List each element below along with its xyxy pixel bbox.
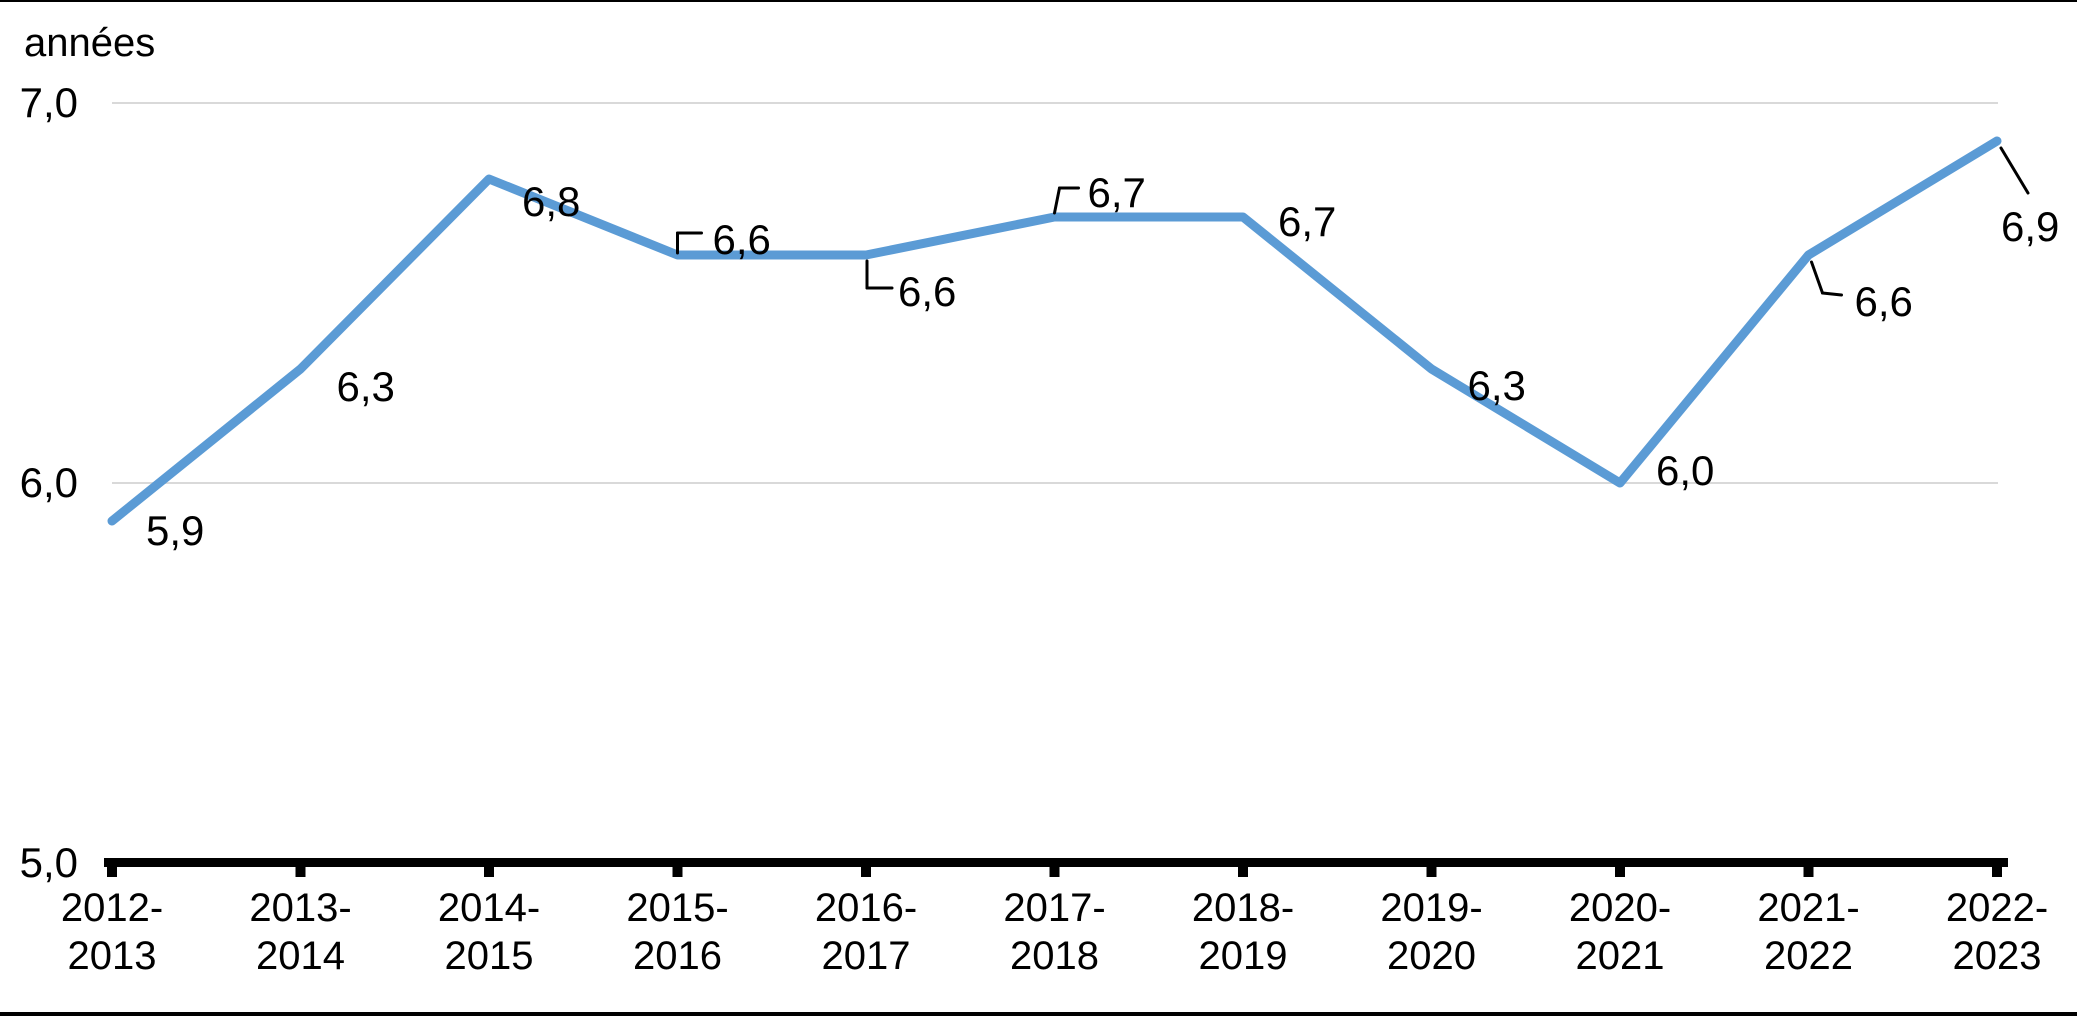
data-label-leader-line — [1810, 260, 1824, 295]
data-label-leader-line — [1821, 291, 1843, 297]
x-axis-tick — [1803, 858, 1814, 877]
data-label-leader-line — [1053, 186, 1061, 215]
x-axis-tick — [484, 858, 494, 877]
x-axis-tick — [295, 858, 306, 877]
x-axis-tick — [1049, 858, 1060, 877]
x-axis-tick — [1615, 858, 1625, 877]
data-series-line — [107, 136, 2002, 526]
x-axis-tick — [861, 858, 871, 877]
bottom-border-rule — [0, 1012, 2077, 1016]
data-label-leader-line — [1999, 146, 2030, 195]
x-axis-tick — [1992, 858, 2002, 877]
x-axis-tick — [107, 858, 117, 877]
top-border-rule — [0, 0, 2077, 2]
x-axis-tick — [672, 858, 683, 877]
y-axis-unit-label: années — [24, 21, 156, 65]
x-axis-tick — [1426, 858, 1437, 877]
x-axis-tick — [1238, 858, 1248, 877]
